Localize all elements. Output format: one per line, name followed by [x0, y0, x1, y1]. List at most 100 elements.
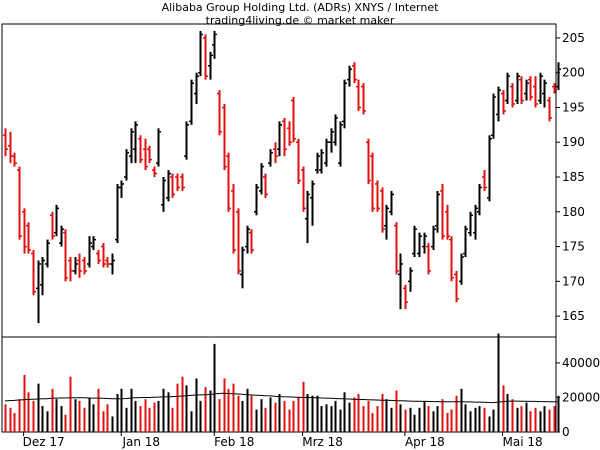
ohlc-bar [501, 90, 506, 115]
ohlc-bar [189, 79, 194, 125]
ohlc-bar [96, 250, 101, 264]
ohlc-bar [338, 121, 343, 167]
ohlc-bar [12, 152, 17, 167]
ohlc-bar [226, 152, 231, 212]
ohlc-bar [180, 173, 185, 191]
ohlc-bar [528, 76, 533, 101]
price-tick-label: 170 [562, 274, 585, 288]
ohlc-bar [445, 204, 450, 240]
ohlc-bar [129, 128, 134, 164]
ohlc-bar [287, 121, 292, 146]
ohlc-bar [115, 183, 120, 244]
ohlc-bar [208, 51, 213, 80]
price-tick-label: 205 [562, 31, 585, 45]
chart-title: Alibaba Group Holding Ltd. (ADRs) XNYS /… [161, 1, 439, 14]
ohlc-bar [375, 180, 380, 212]
ohlc-bar [245, 225, 250, 254]
ohlc-bar [45, 239, 50, 268]
ohlc-bar [463, 225, 468, 258]
volume-tick-label: 40000 [562, 356, 600, 370]
ohlc-bar [194, 72, 199, 104]
ohlc-bar [496, 86, 501, 122]
price-tick-label: 190 [562, 135, 585, 149]
price-tick-label: 165 [562, 309, 585, 323]
ohlc-bar [384, 204, 389, 240]
ohlc-bar [236, 208, 241, 275]
ohlc-bar [73, 257, 78, 275]
volume-panel: 0 20000 40000 [1, 333, 600, 439]
ohlc-bar [277, 121, 282, 157]
ohlc-bar [268, 149, 273, 167]
ohlc-bar [440, 183, 445, 240]
ohlc-bar [333, 114, 338, 146]
ohlc-bar [119, 180, 124, 198]
ohlc-bar [54, 204, 59, 237]
ohlc-bar [259, 163, 264, 195]
ohlc-bar [249, 229, 254, 254]
price-tick-label: 200 [562, 66, 585, 80]
ohlc-bar [147, 145, 152, 164]
ohlc-bar [352, 62, 357, 84]
ohlc-bar [63, 229, 68, 282]
ohlc-bar [505, 72, 510, 104]
ohlc-bar [133, 121, 138, 164]
price-tick-label: 180 [562, 205, 585, 219]
ohlc-bar [356, 79, 361, 111]
ohlc-bar [403, 284, 408, 310]
ohlc-bar [222, 103, 227, 171]
ohlc-bar [417, 232, 422, 258]
ohlc-bar [82, 257, 87, 275]
ohlc-bar [487, 135, 492, 202]
ohlc-bar [454, 270, 459, 303]
ohlc-bar [50, 211, 55, 240]
ohlc-bar [315, 152, 320, 174]
ohlc-bar [329, 128, 334, 153]
ohlc-bar [198, 30, 203, 77]
month-label: Jan 18 [121, 435, 160, 449]
ohlc-bar [8, 131, 13, 164]
ohlc-bar [510, 83, 515, 108]
ohlc-bar [231, 183, 236, 254]
ohlc-bar [156, 128, 161, 167]
ohlc-bar [473, 204, 478, 240]
ohlc-bar [533, 76, 538, 108]
ohlc-bar [59, 225, 64, 247]
ohlc-bar [552, 83, 557, 94]
price-panel: 165 170 175 180 185 190 195 200 205 [1, 23, 585, 338]
ohlc-bar [77, 253, 82, 278]
month-label: Dez 17 [23, 435, 65, 449]
ohlc-bar [366, 138, 371, 184]
volume-tick-label: 0 [562, 425, 570, 439]
ohlc-bar [370, 152, 375, 212]
ohlc-bar [394, 222, 399, 275]
ohlc-bar [101, 243, 106, 268]
x-axis: Dez 17 Jan 18 Feb 18 Mrz 18 Apr 18 Mai 18 [23, 432, 543, 449]
ohlc-bar [110, 253, 115, 275]
ohlc-bar [361, 83, 366, 115]
ohlc-bar [170, 173, 175, 198]
ohlc-bar [310, 180, 315, 226]
ohlc-bar [347, 65, 352, 87]
ohlc-bar [426, 243, 431, 275]
price-tick-label: 175 [562, 240, 585, 254]
ohlc-bar [22, 208, 27, 254]
ohlc-bar [324, 138, 329, 167]
ohlc-bar [36, 260, 41, 324]
ohlc-bar [31, 250, 36, 296]
ohlc-bar [305, 190, 310, 244]
ohlc-bar [389, 190, 394, 216]
ohlc-bar [524, 79, 529, 101]
ohlc-bar [3, 128, 8, 157]
ohlc-bar [342, 79, 347, 129]
ohlc-bar [143, 138, 148, 171]
ohlc-bar [412, 225, 417, 258]
month-label: Mrz 18 [302, 435, 343, 449]
ohlc-bar [175, 173, 180, 191]
ohlc-bar [459, 253, 464, 285]
ohlc-bar [542, 79, 547, 108]
month-label: Feb 18 [214, 435, 254, 449]
ohlc-bar [273, 142, 278, 164]
ohlc-bar [477, 183, 482, 216]
ohlc-bar [296, 138, 301, 184]
ohlc-bar [468, 211, 473, 237]
